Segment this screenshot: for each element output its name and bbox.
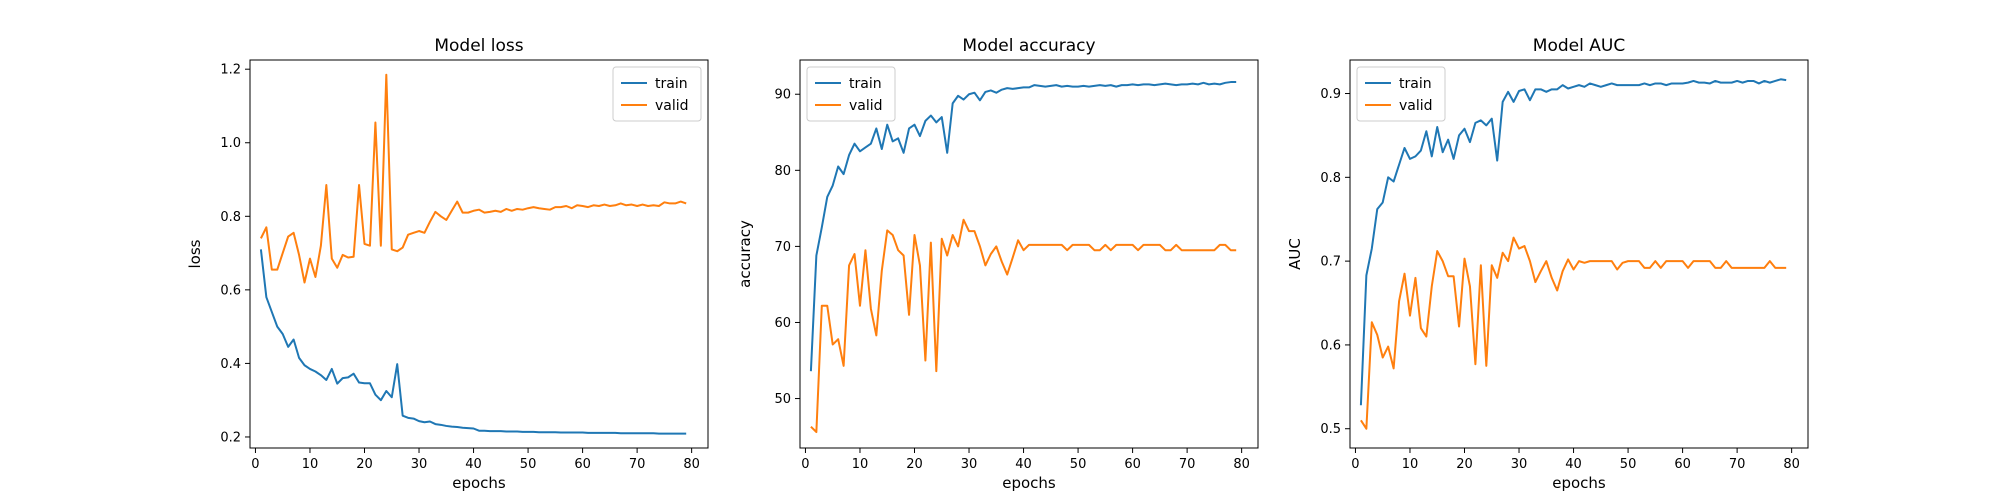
series-line-train: [259, 249, 687, 435]
legend-label-train: train: [1399, 76, 1432, 92]
chart-title: Model AUC: [1533, 36, 1625, 56]
x-tick-label: 60: [1124, 457, 1141, 472]
x-tick-label: 30: [1511, 457, 1528, 472]
y-tick-label: 0.6: [220, 283, 241, 298]
legend-label-valid: valid: [1399, 98, 1433, 114]
series-line-train: [1359, 78, 1787, 406]
chart-panel-2: Model accuracy 0 10 20 30 40 50 60 70 80 50 60 70 80 9…: [736, 36, 1259, 492]
y-tick-label: 50: [774, 392, 791, 407]
x-tick-label: 0: [1351, 457, 1359, 472]
y-tick-label: 0.2: [220, 430, 241, 445]
x-tick-label: 40: [465, 457, 482, 472]
y-tick-label: 0.5: [1320, 422, 1341, 437]
x-axis-label: epochs: [1552, 474, 1606, 492]
legend-label-train: train: [655, 76, 688, 92]
y-axis-label: AUC: [1286, 238, 1304, 270]
y-axis-label: accuracy: [736, 220, 754, 288]
x-tick-label: 50: [1070, 457, 1087, 472]
legend-label-valid: valid: [849, 98, 883, 114]
x-tick-label: 80: [1783, 457, 1800, 472]
x-tick-label: 60: [574, 457, 591, 472]
x-tick-label: 0: [251, 457, 259, 472]
x-tick-label: 20: [356, 457, 373, 472]
x-tick-label: 30: [961, 457, 978, 472]
x-tick-label: 40: [1015, 457, 1032, 472]
y-tick-label: 60: [774, 316, 791, 331]
x-tick-label: 60: [1674, 457, 1691, 472]
chart-panel-1: Model loss 0 10 20 30 40 50 60 70 80 0.2 0.4 0.6 0.8 1…: [186, 36, 709, 492]
chart-panel-3: Model AUC 0 10 20 30 40 50 60 70 80 0.5 0.6 0.7 0.8 0.…: [1286, 36, 1809, 492]
y-tick-label: 0.4: [220, 357, 241, 372]
x-tick-label: 40: [1565, 457, 1582, 472]
series-line-valid: [260, 73, 687, 284]
y-tick-label: 90: [774, 88, 791, 103]
legend-box: [806, 66, 896, 122]
series-line-valid: [810, 218, 1237, 434]
chart-title: Model loss: [434, 36, 523, 56]
axes-frame: [1349, 59, 1809, 449]
y-tick-label: 1.0: [220, 136, 241, 151]
legend-box: [612, 66, 702, 122]
x-axis-label: epochs: [452, 474, 506, 492]
y-tick-label: 0.8: [1320, 171, 1341, 186]
x-tick-label: 20: [1456, 457, 1473, 472]
x-tick-label: 20: [906, 457, 923, 472]
axes-frame: [249, 59, 709, 449]
legend: train valid: [1356, 66, 1446, 122]
x-tick-label: 50: [520, 457, 537, 472]
legend-label-valid: valid: [655, 98, 689, 114]
legend: train valid: [806, 66, 896, 122]
y-tick-label: 0.9: [1320, 87, 1341, 102]
y-tick-label: 70: [774, 240, 791, 255]
x-tick-label: 80: [1233, 457, 1250, 472]
y-tick-label: 1.2: [220, 63, 241, 78]
x-tick-label: 10: [1402, 457, 1419, 472]
legend-box: [1356, 66, 1446, 122]
series-line-train: [809, 81, 1237, 372]
y-axis-label: loss: [186, 239, 204, 268]
x-tick-label: 10: [852, 457, 869, 472]
x-tick-label: 70: [1729, 457, 1746, 472]
x-tick-label: 70: [1179, 457, 1196, 472]
legend-label-train: train: [849, 76, 882, 92]
x-axis-label: epochs: [1002, 474, 1056, 492]
x-tick-label: 0: [801, 457, 809, 472]
legend: train valid: [612, 66, 702, 122]
series-line-valid: [1360, 236, 1787, 430]
y-tick-label: 0.7: [1320, 255, 1341, 270]
x-tick-label: 50: [1620, 457, 1637, 472]
axes-frame: [799, 59, 1259, 449]
x-tick-label: 70: [629, 457, 646, 472]
x-tick-label: 80: [683, 457, 700, 472]
y-tick-label: 0.6: [1320, 338, 1341, 353]
x-tick-label: 30: [411, 457, 428, 472]
chart-title: Model accuracy: [962, 36, 1095, 56]
y-tick-label: 80: [774, 164, 791, 179]
x-tick-label: 10: [302, 457, 319, 472]
y-tick-label: 0.8: [220, 210, 241, 225]
